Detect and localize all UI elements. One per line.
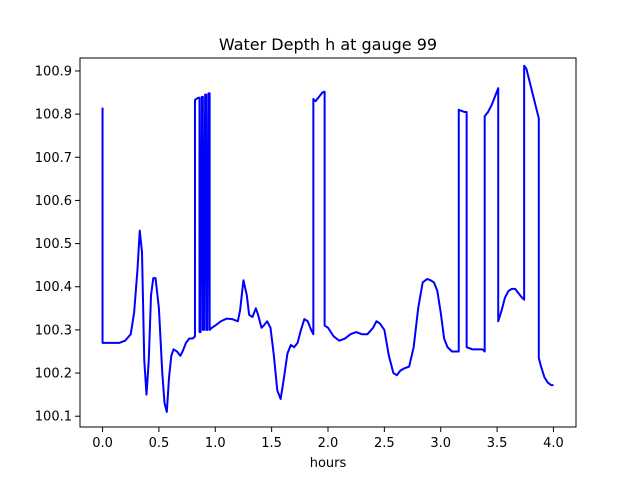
y-tick-label: 100.7 bbox=[35, 151, 72, 166]
y-tick-label: 100.5 bbox=[35, 237, 72, 252]
y-tick-label: 100.6 bbox=[35, 194, 72, 209]
x-tick-label: 3.0 bbox=[430, 436, 451, 451]
plot-frame bbox=[79, 57, 577, 428]
x-axis-label: hours bbox=[310, 456, 347, 471]
x-axis: 0.0 0.5 1.0 1.5 2.0 2.5 3.0 3.5 4.0 bbox=[92, 427, 564, 451]
x-tick-label: 4.0 bbox=[543, 436, 564, 451]
x-tick-label: 2.0 bbox=[318, 436, 339, 451]
chart-title: Water Depth h at gauge 99 bbox=[219, 35, 437, 54]
x-tick-label: 2.5 bbox=[374, 436, 395, 451]
x-tick-label: 3.5 bbox=[487, 436, 508, 451]
y-tick-label: 100.3 bbox=[35, 323, 72, 338]
x-tick-label: 0.0 bbox=[92, 436, 113, 451]
x-tick-label: 1.5 bbox=[261, 436, 282, 451]
y-axis: 100.1 100.2 100.3 100.4 100.5 100.6 100.7 100.8… bbox=[35, 64, 80, 425]
x-tick-label: 0.5 bbox=[149, 436, 170, 451]
plot-area bbox=[101, 64, 554, 413]
series-line-0 bbox=[101, 64, 554, 413]
y-tick-label: 100.2 bbox=[35, 367, 72, 382]
y-tick-label: 100.9 bbox=[35, 64, 72, 79]
x-tick-label: 1.0 bbox=[205, 436, 226, 451]
y-tick-label: 100.8 bbox=[35, 108, 72, 123]
y-tick-label: 100.1 bbox=[35, 410, 72, 425]
y-tick-label: 100.4 bbox=[35, 280, 72, 295]
